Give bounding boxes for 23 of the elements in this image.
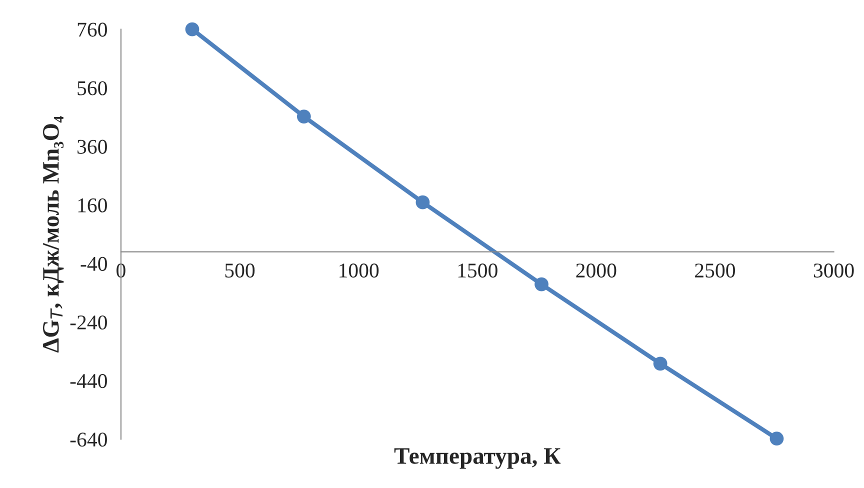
x-tick-label: 0	[116, 264, 126, 278]
y-axis-title: ΔG$_{T}$, кДж/моль Mn₃O₄	[43, 116, 64, 352]
point	[296, 110, 311, 124]
x-axis-title: Температура, К	[394, 448, 561, 469]
y-tick-label: 760	[78, 22, 107, 37]
y-tick-label: -640	[70, 432, 107, 447]
point	[534, 277, 548, 292]
y-tick-label: 360	[78, 140, 107, 154]
y-tick-label: -240	[70, 315, 107, 330]
point	[185, 22, 200, 36]
y-tick-label: -40	[80, 256, 107, 271]
x-tick-label: 500	[225, 264, 255, 278]
x-tick-label: 2500	[695, 264, 735, 278]
y-tick-label: 560	[78, 81, 107, 96]
x-tick-label: 1000	[340, 264, 379, 278]
x-tick-label: 1500	[458, 264, 498, 278]
point	[653, 356, 668, 371]
point	[770, 432, 784, 446]
y-tick-label: 160	[78, 198, 107, 212]
point	[416, 195, 430, 210]
x-tick-label: 2000	[576, 264, 616, 278]
x-tick-label: 3000	[814, 264, 854, 278]
y-tick-label: -440	[70, 374, 107, 388]
